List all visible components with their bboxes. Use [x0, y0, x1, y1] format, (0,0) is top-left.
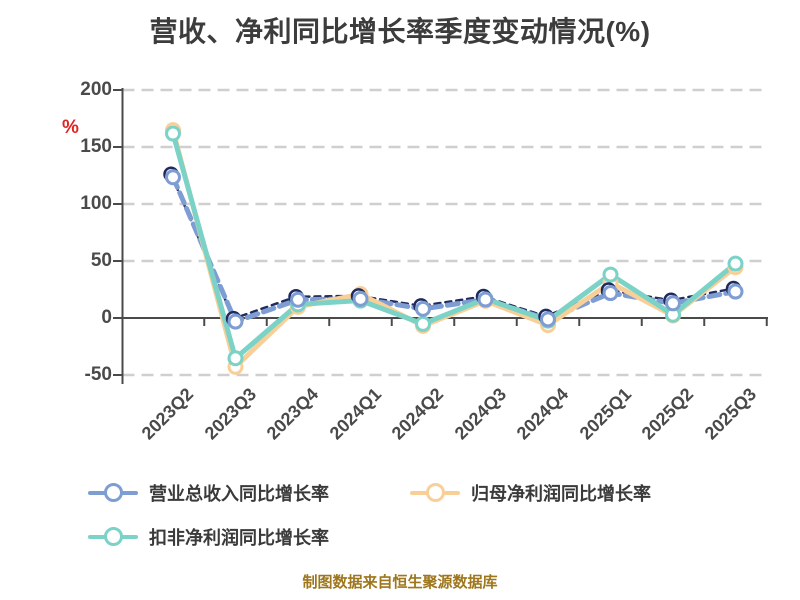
y-axis-unit-label: % — [62, 117, 79, 138]
marker-revenue — [415, 300, 431, 317]
marker-deducted-net-profit — [227, 350, 244, 367]
series-line-net-profit — [170, 127, 738, 370]
marker-revenue — [540, 311, 556, 328]
legend-label: 归母净利润同比增长率 — [471, 484, 651, 504]
marker-deducted-net-profit — [165, 125, 181, 142]
marker-deducted-net-profit — [415, 315, 431, 332]
legend-item-total-revenue-yoy[interactable]: 营业总收入同比增长率 — [88, 480, 329, 506]
legend-circle-swatch — [426, 483, 445, 502]
marker-revenue — [477, 291, 494, 308]
marker-deducted-net-profit — [727, 255, 744, 272]
legend-item-net-profit-yoy[interactable]: 归母净利润同比增长率 — [410, 480, 651, 506]
legend-item-deducted-net-profit-yoy[interactable]: 扣非净利润同比增长率 — [88, 524, 329, 550]
series-line-deducted-net-profit — [170, 131, 738, 361]
legend-marker-line-circle — [88, 480, 138, 506]
legend-circle-swatch — [104, 527, 123, 546]
marker-revenue — [602, 285, 619, 302]
legend-circle-swatch — [104, 483, 123, 502]
marker-revenue — [665, 295, 681, 312]
data-source-caption: 制图数据来自恒生聚源数据库 — [302, 574, 498, 591]
marker-revenue — [290, 291, 306, 308]
legend-label: 扣非净利润同比增长率 — [149, 528, 329, 548]
marker-deducted-net-profit — [602, 266, 619, 283]
legend-marker-line-circle — [410, 480, 460, 506]
y-axis-label: 50 — [90, 250, 112, 271]
y-axis-label: 100 — [80, 193, 112, 214]
page-title: 营收、净利同比增长率季度变动情况(%) — [149, 16, 651, 47]
legend-marker-line-circle — [88, 524, 138, 550]
y-axis-label: -50 — [84, 364, 112, 385]
marker-revenue — [352, 290, 369, 307]
y-axis-label: 150 — [80, 136, 112, 157]
legend-label: 营业总收入同比增长率 — [149, 484, 329, 504]
marker-revenue — [227, 313, 244, 330]
y-axis-label: 200 — [80, 79, 112, 100]
marker-revenue — [165, 169, 181, 186]
y-axis-label: 0 — [101, 307, 112, 328]
marker-revenue — [727, 283, 744, 300]
